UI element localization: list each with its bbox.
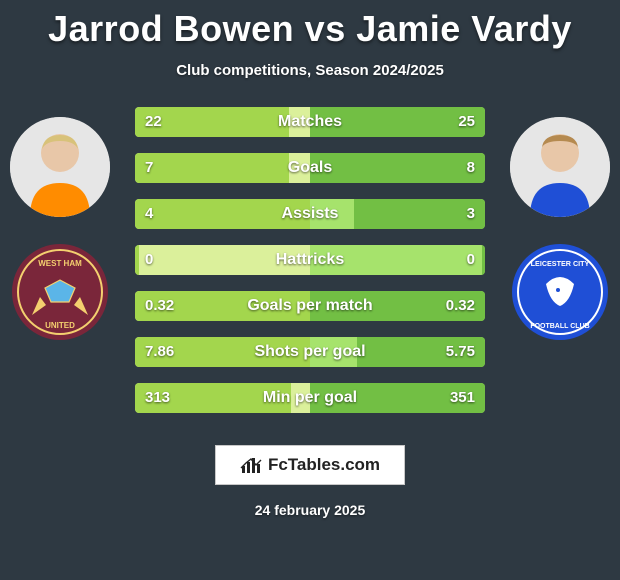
bar-fill-left (135, 199, 310, 229)
svg-text:WEST HAM: WEST HAM (38, 259, 82, 268)
stat-value-right: 351 (450, 383, 475, 413)
club-crest-icon: LEICESTER CITY FOOTBALL CLUB (510, 242, 610, 342)
stat-value-left: 0 (145, 245, 153, 275)
stat-value-right: 25 (458, 107, 475, 137)
club-left-crest: WEST HAM UNITED (10, 242, 110, 342)
bar-fill-right (482, 245, 486, 275)
bar-fill-left (135, 153, 289, 183)
player-right-avatar (510, 117, 610, 217)
stat-value-left: 7 (145, 153, 153, 183)
stat-value-left: 22 (145, 107, 162, 137)
svg-text:LEICESTER CITY: LEICESTER CITY (531, 259, 590, 268)
person-icon (510, 117, 610, 217)
fctables-text: FcTables.com (268, 455, 380, 475)
stat-value-right: 3 (467, 199, 475, 229)
chart-icon (240, 454, 262, 476)
player-left-avatar (10, 117, 110, 217)
club-crest-icon: WEST HAM UNITED (10, 242, 110, 342)
stat-bars: Matches2225Goals78Assists43Hattricks00Go… (135, 107, 485, 429)
bar-fill-right (310, 153, 485, 183)
stat-value-left: 7.86 (145, 337, 174, 367)
comparison-date: 24 february 2025 (0, 502, 620, 518)
comparison-title: Jarrod Bowen vs Jamie Vardy (0, 0, 620, 50)
bar-fill-left (135, 245, 139, 275)
stat-value-left: 4 (145, 199, 153, 229)
stat-value-right: 5.75 (446, 337, 475, 367)
stat-row: Hattricks00 (135, 245, 485, 275)
stat-row: Shots per goal7.865.75 (135, 337, 485, 367)
club-right-crest: LEICESTER CITY FOOTBALL CLUB (510, 242, 610, 342)
svg-text:UNITED: UNITED (45, 321, 75, 330)
bar-bg-right (310, 245, 485, 275)
fctables-logo: FcTables.com (215, 445, 405, 485)
stat-row: Assists43 (135, 199, 485, 229)
stat-row: Goals per match0.320.32 (135, 291, 485, 321)
stat-row: Matches2225 (135, 107, 485, 137)
stat-value-left: 0.32 (145, 291, 174, 321)
comparison-content: WEST HAM UNITED LEICESTER CITY FOOTBALL … (0, 107, 620, 447)
svg-text:FOOTBALL CLUB: FOOTBALL CLUB (530, 323, 589, 330)
person-icon (10, 117, 110, 217)
stat-value-right: 0.32 (446, 291, 475, 321)
stat-row: Goals78 (135, 153, 485, 183)
bar-fill-right (354, 199, 485, 229)
stat-row: Min per goal313351 (135, 383, 485, 413)
stat-value-right: 0 (467, 245, 475, 275)
comparison-subtitle: Club competitions, Season 2024/2025 (0, 62, 620, 79)
stat-value-right: 8 (467, 153, 475, 183)
bar-bg-left (135, 245, 310, 275)
stat-value-left: 313 (145, 383, 170, 413)
